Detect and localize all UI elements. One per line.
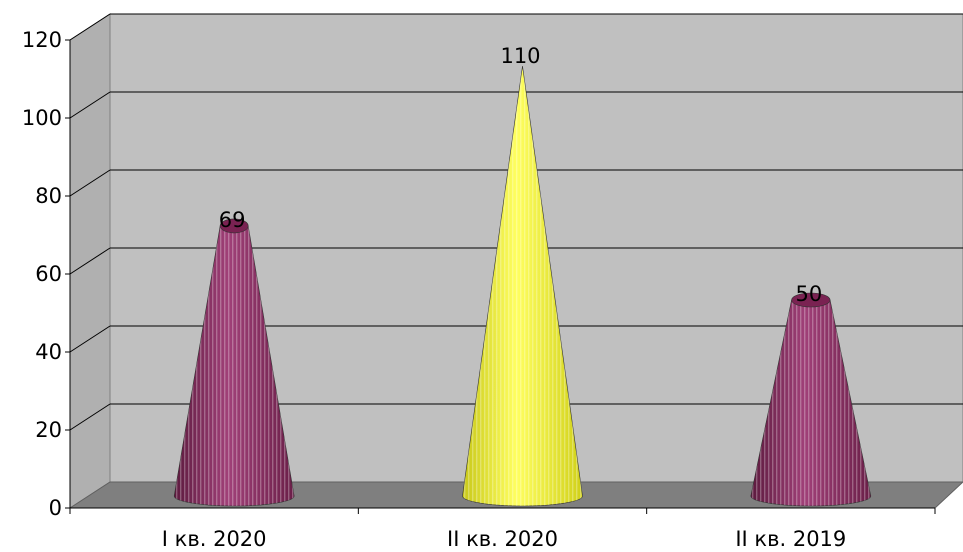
data-label: 50 [795,282,822,306]
gridline-side [69,91,111,119]
bar [462,65,583,507]
bar-top [791,292,831,308]
x-tick-label: I кв. 2020 [162,527,267,551]
gridline-side [69,247,111,275]
x-ticks: I кв. 2020 II кв. 2020 II кв. 2019 [69,508,936,551]
bar [750,292,872,507]
x-tick-label: II кв. 2020 [447,527,558,551]
y-tick-label: 100 [22,106,62,130]
gridline-side [69,403,111,431]
y-tick-label: 20 [35,418,62,442]
bars [173,65,872,507]
data-label: 69 [219,208,246,232]
gridline-side [69,13,111,41]
y-tick-label: 60 [35,262,62,286]
bar [173,218,295,507]
y-tick-label: 120 [22,28,62,52]
data-labels: 69 110 50 [219,44,822,306]
bar-texture [462,66,583,507]
y-tick-label: 0 [49,496,62,520]
bar-top [219,218,249,234]
y-ticks: 0 20 40 60 80 100 120 [22,28,70,520]
bar-texture [750,300,871,507]
bar-texture [174,225,295,506]
y-tick-label: 40 [35,340,62,364]
y-tick-label: 80 [35,184,62,208]
gridline-side [69,169,111,197]
x-tick-label: II кв. 2019 [735,527,846,551]
gridline-side [69,325,111,353]
data-label: 110 [500,44,540,68]
